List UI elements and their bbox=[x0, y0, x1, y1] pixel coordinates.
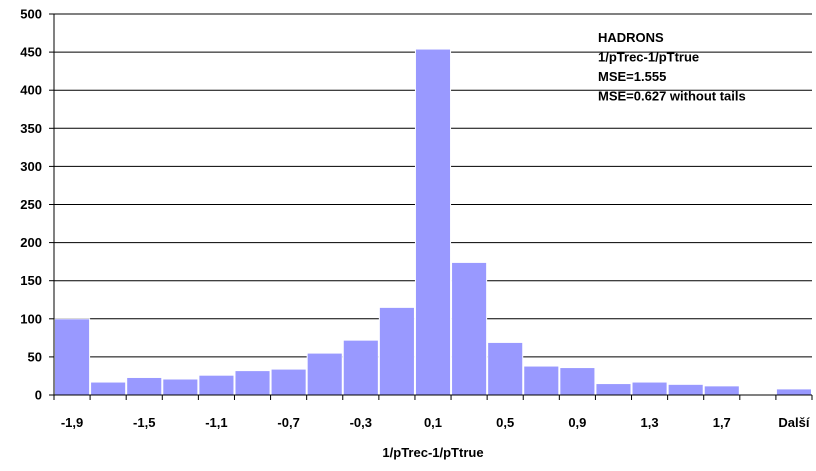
x-tick-label: -0,7 bbox=[277, 415, 299, 430]
x-tick-label: -1,1 bbox=[205, 415, 227, 430]
y-tick-label: 50 bbox=[28, 349, 42, 364]
histogram-bar bbox=[306, 352, 343, 396]
histogram-bar bbox=[667, 383, 704, 396]
histogram-bar bbox=[559, 367, 596, 396]
y-tick-label: 300 bbox=[20, 159, 42, 174]
x-tick-label: -1,9 bbox=[61, 415, 83, 430]
annotation-line-2: 1/pTrec-1/pTtrue bbox=[598, 50, 699, 65]
x-tick-label: -1,5 bbox=[133, 415, 155, 430]
x-tick-label: 1,7 bbox=[713, 415, 731, 430]
histogram-bar bbox=[90, 381, 127, 396]
histogram-bar bbox=[198, 374, 235, 396]
x-tick-label: 0,9 bbox=[568, 415, 586, 430]
y-tick-label: 250 bbox=[20, 197, 42, 212]
annotation-line-4: MSE=0.627 without tails bbox=[598, 89, 746, 104]
histogram-bar bbox=[451, 261, 488, 396]
annotation-box: HADRONS 1/pTrec-1/pTtrue MSE=1.555 MSE=0… bbox=[598, 30, 746, 104]
y-tick-label: 0 bbox=[35, 388, 42, 403]
y-tick-label: 200 bbox=[20, 235, 42, 250]
y-tick-label: 500 bbox=[20, 7, 42, 22]
histogram-bar bbox=[126, 376, 163, 396]
histogram-bar bbox=[234, 370, 271, 396]
histogram-bar bbox=[378, 306, 415, 396]
x-tick-label: 0,1 bbox=[424, 415, 442, 430]
histogram-bar bbox=[523, 365, 560, 396]
y-axis-ticks: 0 50 100 150 200 250 300 350 400 450 500 bbox=[20, 7, 54, 403]
histogram-bar bbox=[775, 388, 813, 396]
y-tick-label: 350 bbox=[20, 121, 42, 136]
y-tick-label: 450 bbox=[20, 45, 42, 60]
histogram-bar bbox=[414, 48, 452, 396]
x-tick-label: 0,5 bbox=[496, 415, 514, 430]
x-tick-label: -0,3 bbox=[350, 415, 372, 430]
y-tick-label: 400 bbox=[20, 83, 42, 98]
histogram-bar bbox=[270, 368, 307, 396]
histogram-bar bbox=[342, 339, 379, 396]
histogram-bar bbox=[162, 378, 199, 396]
x-tick-label: Další bbox=[778, 415, 809, 430]
annotation-line-3: MSE=1.555 bbox=[598, 69, 666, 84]
annotation-line-1: HADRONS bbox=[598, 30, 664, 45]
histogram-bar bbox=[487, 341, 524, 396]
histogram-bar bbox=[595, 383, 632, 396]
histogram-bar bbox=[703, 385, 740, 396]
histogram-bar bbox=[631, 381, 668, 396]
bars-group bbox=[54, 48, 813, 396]
y-tick-label: 150 bbox=[20, 273, 42, 288]
x-axis-ticks: -1,9 -1,5 -1,1 -0,7 -0,3 0,1 0,5 0,9 1,3 1,7 Další bbox=[53, 395, 813, 430]
histogram-bar bbox=[54, 318, 91, 396]
y-tick-label: 100 bbox=[20, 311, 42, 326]
x-axis-title: 1/pTrec-1/pTtrue bbox=[382, 445, 483, 460]
x-tick-label: 1,3 bbox=[641, 415, 659, 430]
